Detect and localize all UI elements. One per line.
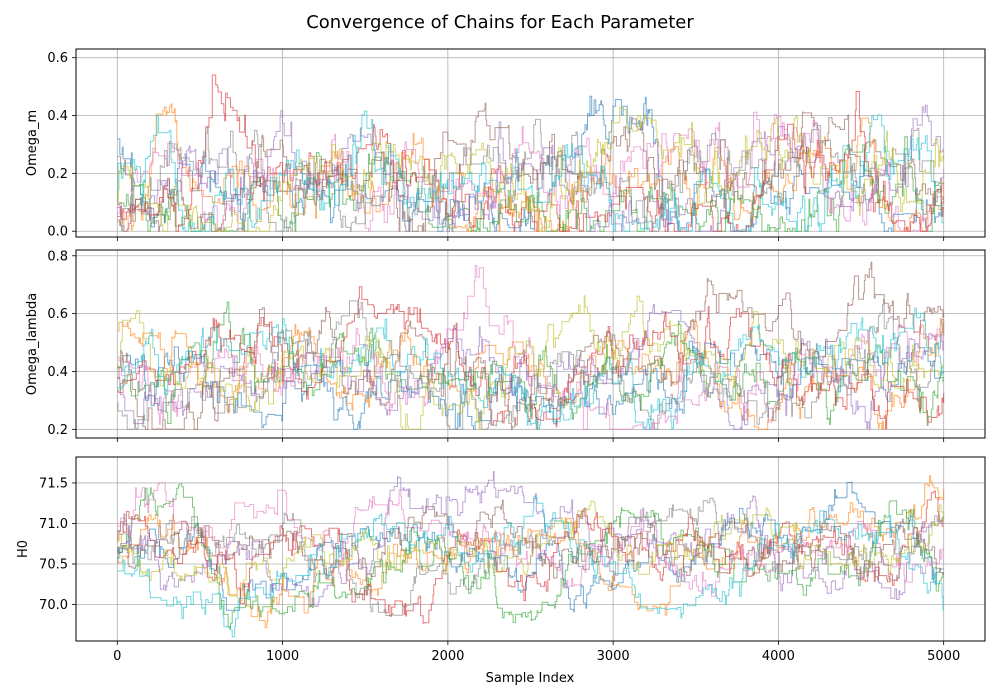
yticks-h0: 70.0 70.5 71.0 71.5 [39, 476, 76, 613]
y-tick-label: 0.4 [47, 109, 68, 124]
chains-omega-m [117, 75, 943, 231]
ylabel-h0: H0 [16, 540, 31, 558]
x-tick-label: 2000 [431, 649, 464, 664]
x-tick-label: 5000 [927, 649, 960, 664]
xticks-omega-m [117, 237, 943, 241]
y-tick-label: 0.6 [47, 51, 68, 66]
y-tick-label: 0.2 [47, 167, 68, 182]
ylabel-omega-lambda: Omega_lambda [25, 293, 40, 395]
xticks-h0: 0 1000 2000 3000 4000 5000 [113, 641, 960, 664]
chains-omega-lambda [117, 262, 943, 429]
chart-title: Convergence of Chains for Each Parameter [306, 12, 694, 33]
yticks-omega-lambda: 0.2 0.4 0.6 0.8 [47, 249, 76, 438]
y-tick-label: 0.2 [47, 423, 68, 438]
x-tick-label: 3000 [597, 649, 630, 664]
y-tick-label: 70.0 [39, 598, 68, 613]
y-tick-label: 71.5 [39, 476, 68, 491]
ylabel-omega-m: Omega_m [25, 110, 40, 176]
x-tick-label: 4000 [762, 649, 795, 664]
y-tick-label: 0.6 [47, 307, 68, 322]
panel-omega-m: 0.0 0.2 0.4 0.6 Omega_m [25, 49, 985, 241]
chains-h0 [117, 472, 943, 637]
y-tick-label: 70.5 [39, 557, 68, 572]
xlabel: Sample Index [486, 671, 575, 686]
chain-line [117, 472, 943, 607]
y-tick-label: 0.8 [47, 249, 68, 264]
y-tick-label: 0.0 [47, 225, 68, 240]
x-tick-label: 0 [113, 649, 121, 664]
x-tick-label: 1000 [266, 649, 299, 664]
chain-line [117, 496, 943, 637]
y-tick-label: 0.4 [47, 365, 68, 380]
y-tick-label: 71.0 [39, 517, 68, 532]
panel-h0: 70.0 70.5 71.0 71.5 0 1000 2000 3000 4000 5000 H… [16, 457, 985, 664]
xticks-omega-lambda [117, 438, 943, 442]
panel-omega-lambda: 0.2 0.4 0.6 0.8 Omega_lambda [25, 249, 985, 442]
yticks-omega-m: 0.0 0.2 0.4 0.6 [47, 51, 76, 240]
